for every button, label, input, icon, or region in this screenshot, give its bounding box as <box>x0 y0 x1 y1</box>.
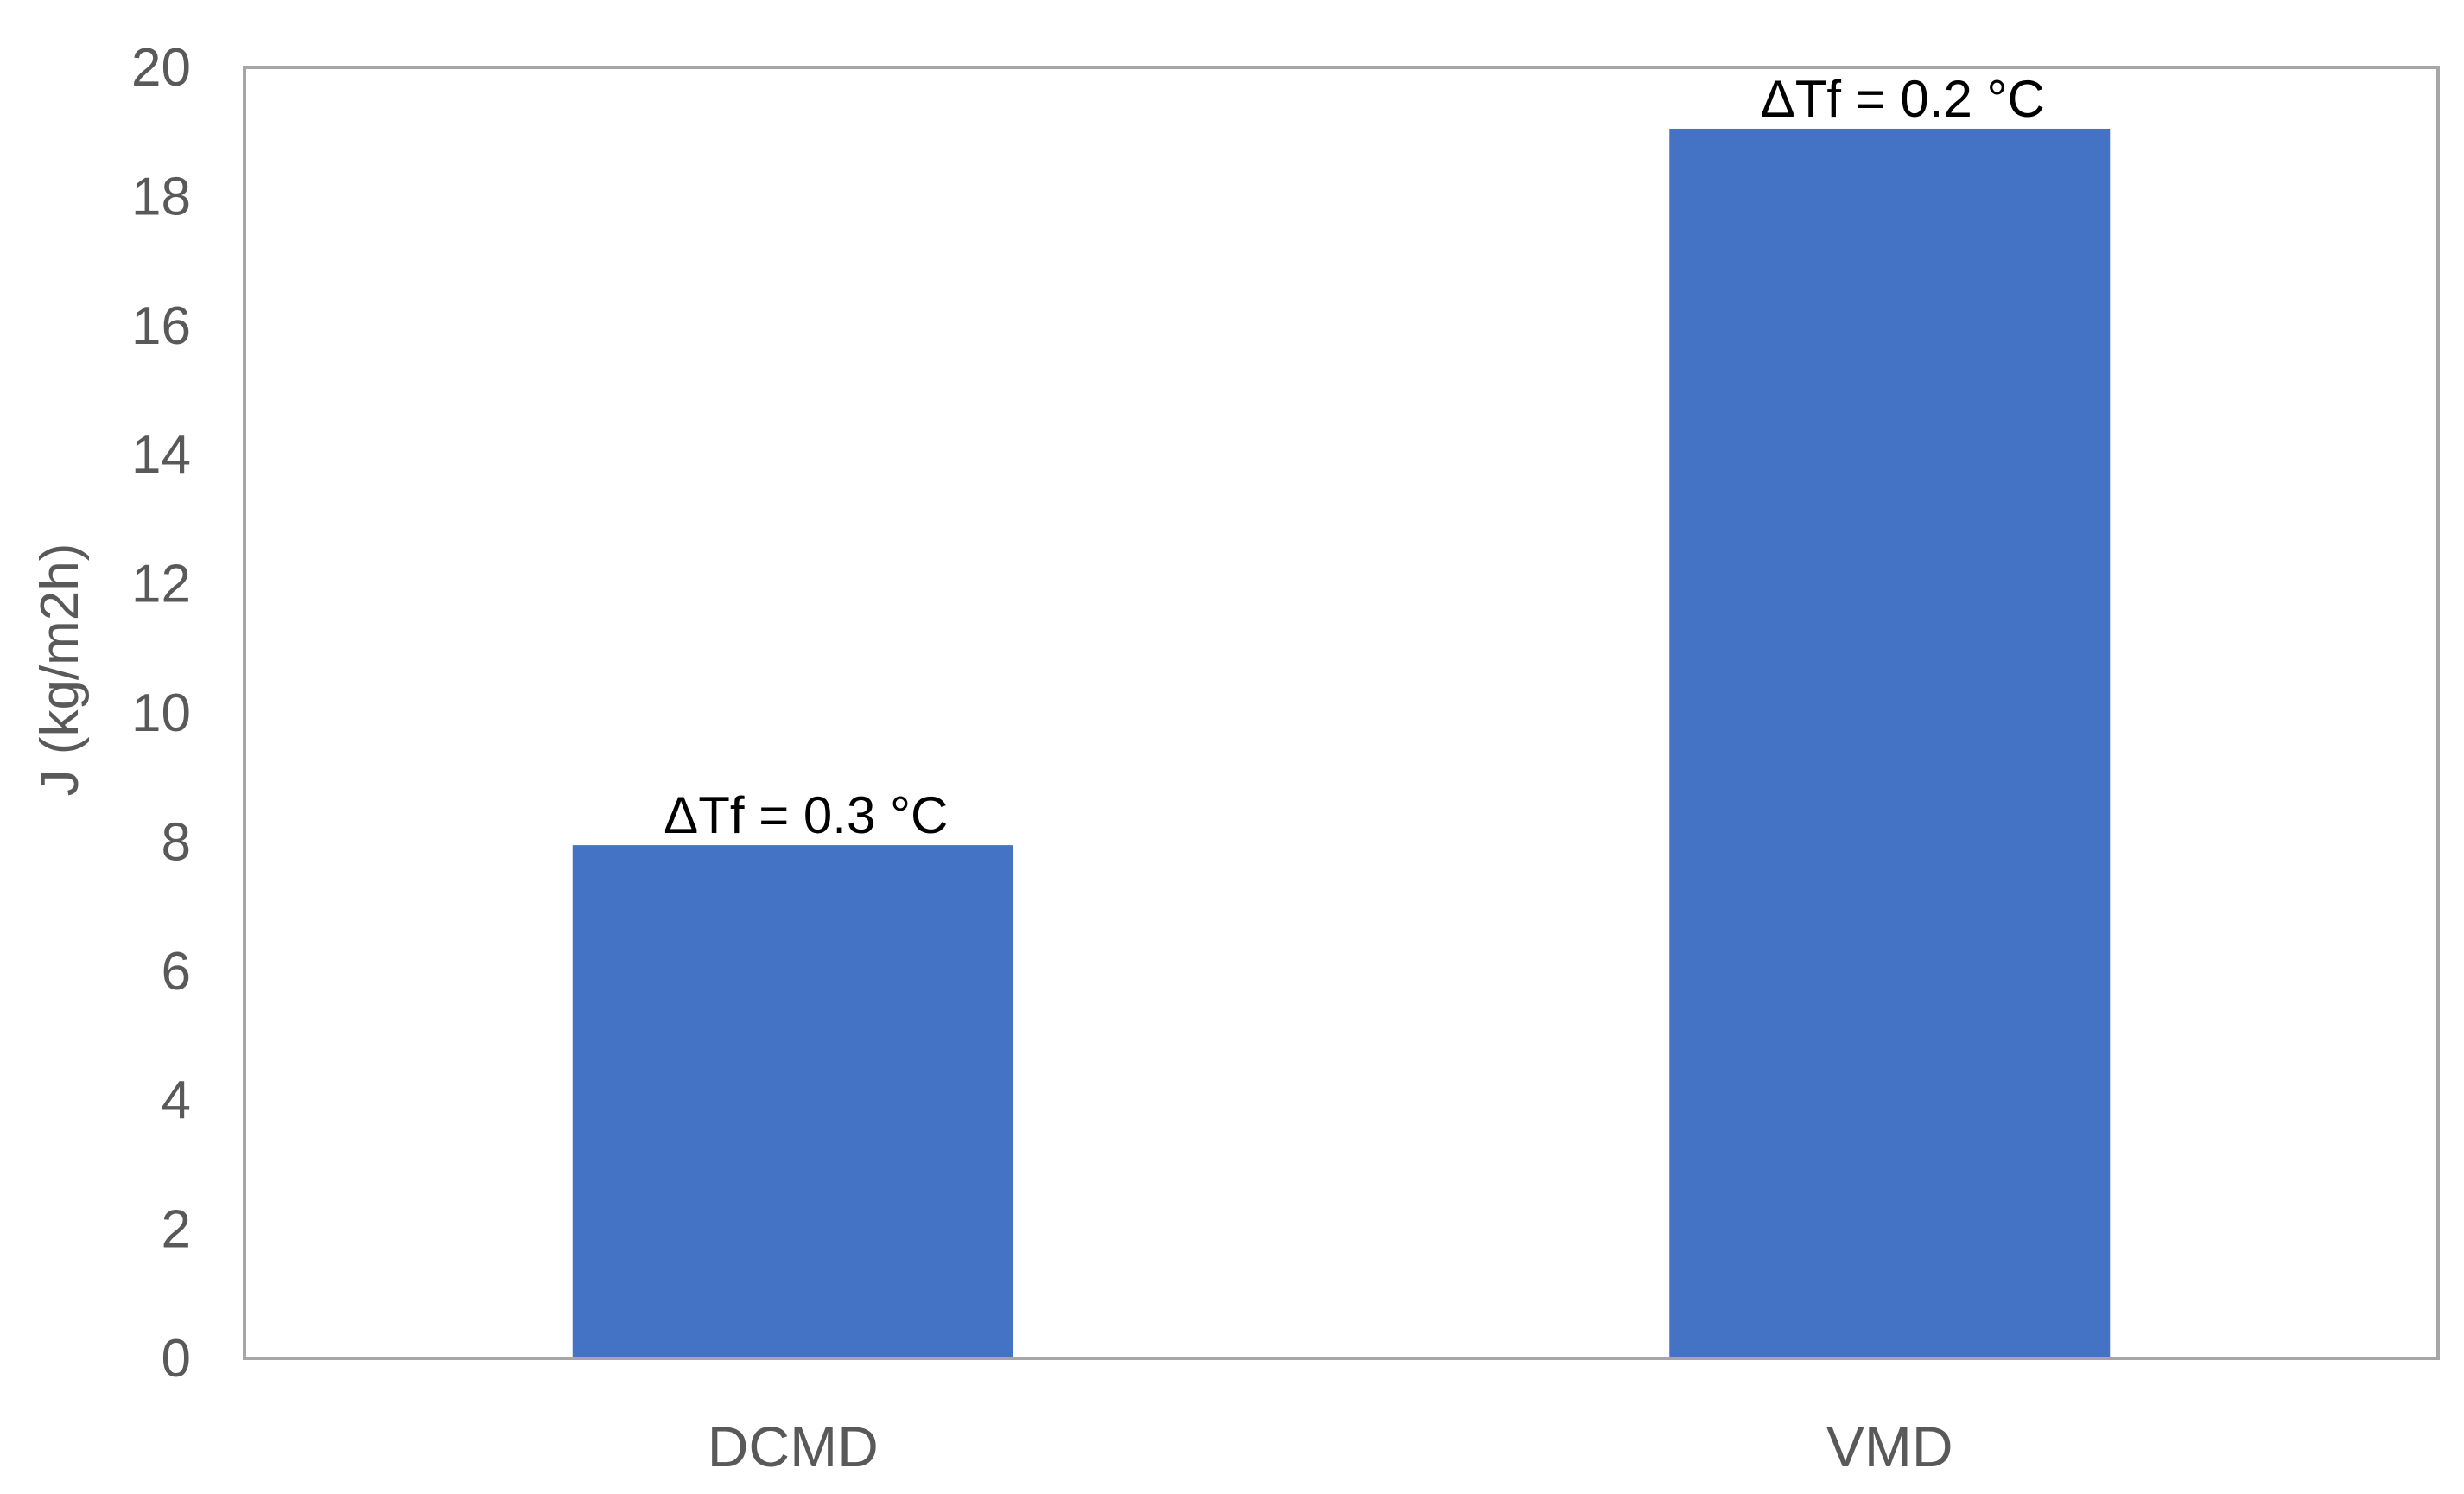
y-tick-label: 0 <box>162 1329 191 1389</box>
y-tick-label: 16 <box>131 296 191 356</box>
y-tick-label: 18 <box>131 167 191 226</box>
y-tick-label: 10 <box>131 683 191 743</box>
x-category-label-dcmd: DCMD <box>708 1415 879 1478</box>
data-labels-group: ΔTf = 0.3 °C ΔTf = 0.2 °C <box>664 70 2045 844</box>
x-axis-categories: DCMD VMD <box>708 1415 1953 1478</box>
data-label-vmd: ΔTf = 0.2 °C <box>1761 70 2045 128</box>
bars-group <box>572 128 2111 1359</box>
y-axis-ticks: 0 2 4 6 8 10 12 14 16 18 20 <box>131 38 191 1389</box>
bar-dcmd <box>572 845 1013 1358</box>
data-label-dcmd: ΔTf = 0.3 °C <box>664 786 948 844</box>
y-tick-label: 14 <box>131 425 191 485</box>
x-category-label-vmd: VMD <box>1826 1415 1953 1478</box>
y-tick-label: 2 <box>162 1200 191 1260</box>
y-tick-label: 6 <box>162 942 191 1001</box>
y-tick-label: 4 <box>162 1071 191 1130</box>
y-tick-label: 8 <box>162 812 191 872</box>
y-tick-label: 20 <box>131 38 191 98</box>
y-tick-label: 12 <box>131 555 191 614</box>
plot-frame <box>243 66 2440 1360</box>
y-axis-title: J (kg/m2h) <box>30 544 90 797</box>
bar-vmd <box>1669 128 2111 1359</box>
